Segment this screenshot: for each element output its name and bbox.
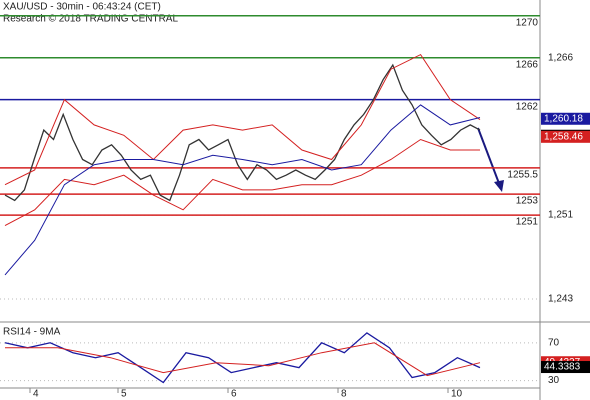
- y-tick-label: 1,251: [548, 210, 573, 221]
- rsi-title: RSI14 - 9MA: [3, 327, 61, 338]
- y-tick-label: 30: [548, 375, 560, 386]
- level-label: 1253: [516, 196, 539, 207]
- y-tick-label: 1,243: [548, 294, 573, 305]
- series-line: [4, 63, 481, 202]
- level-label: 1255.5: [507, 170, 538, 181]
- level-label: 1262: [516, 101, 539, 112]
- x-tick-label: 5: [121, 389, 127, 400]
- series-line: [4, 104, 481, 276]
- x-tick-label: 4: [33, 389, 39, 400]
- price-marker: [541, 361, 590, 374]
- y-tick-label: 70: [548, 337, 560, 348]
- series-line: [4, 53, 481, 186]
- price-marker-label: 1,260.18: [544, 113, 583, 124]
- price-marker-label: 44.3383: [544, 362, 581, 373]
- level-label: 1251: [516, 217, 539, 228]
- arrow: [477, 127, 501, 187]
- series-line: [4, 332, 481, 384]
- x-tick-label: 6: [231, 389, 237, 400]
- price-marker: [541, 130, 590, 143]
- x-tick-label: 10: [451, 389, 463, 400]
- arrow-head: [494, 180, 504, 192]
- subtitle: Research © 2018 TRADING CENTRAL: [3, 14, 178, 25]
- x-tick-label: 8: [341, 389, 347, 400]
- title: XAU/USD - 30min - 06:43:24 (CET): [3, 2, 161, 13]
- level-label: 1266: [516, 59, 539, 70]
- series-line: [4, 138, 480, 227]
- y-tick-label: 1,266: [548, 52, 573, 63]
- level-label: 1270: [516, 17, 539, 28]
- series-line: [5, 342, 481, 377]
- price-marker: [541, 112, 590, 125]
- price-marker-label: 1,258.46: [544, 131, 583, 142]
